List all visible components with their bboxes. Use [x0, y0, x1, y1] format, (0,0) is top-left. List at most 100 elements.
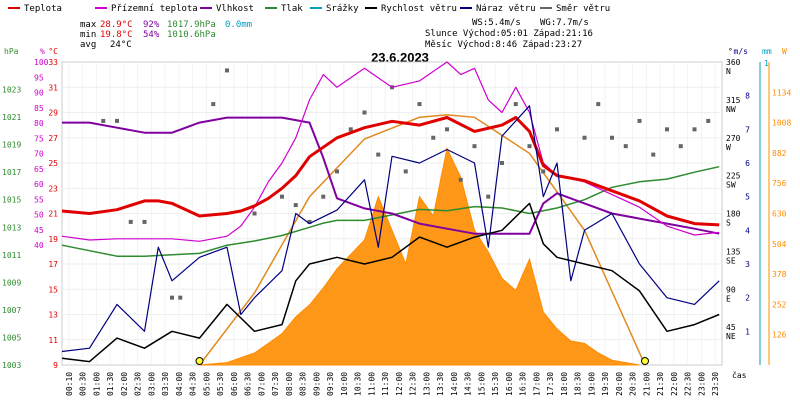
series-solar-area [199, 147, 640, 366]
axis-solar-tick: 126 [772, 331, 787, 340]
wind-direction-point [417, 102, 422, 107]
x-tick-label: 21:30 [656, 372, 665, 396]
wind-direction-point [307, 219, 312, 224]
axis-dir-compass: SE [726, 256, 736, 265]
legend-smer: Směr větru [556, 4, 610, 14]
axis-temp-tick: 13 [48, 311, 58, 320]
axis-solar-label: W [782, 47, 787, 56]
axis-temp-tick: 17 [48, 260, 58, 269]
x-tick-label: 12:30 [409, 372, 418, 396]
x-tick-label: 00:10 [65, 372, 74, 396]
wind-direction-point [582, 135, 587, 140]
wind-direction-point [362, 110, 367, 115]
wind-direction-point [596, 102, 601, 107]
wind-direction-point [692, 127, 697, 132]
wind-direction-point [678, 144, 683, 149]
axes: 1003100510071009101110131015101710191021… [2, 47, 791, 396]
wind-direction-point [513, 102, 518, 107]
wind-direction-point [211, 102, 216, 107]
axis-temp-tick: 19 [48, 235, 58, 244]
axis-press-tick: 1013 [2, 223, 21, 232]
axis-press-tick: 1011 [2, 251, 21, 260]
sun-event-marker [195, 357, 204, 365]
x-tick-label: 14:30 [464, 372, 473, 396]
x-tick-label: 05:00 [202, 372, 211, 396]
x-tick-label: 12:00 [395, 372, 404, 396]
x-tick-label: 05:30 [216, 372, 225, 396]
stats-max-hum: 92% [143, 20, 160, 30]
axis-press-tick: 1021 [2, 113, 21, 122]
moon-info: Měsíc Východ:8:46 Západ:23:27 [425, 40, 582, 50]
wind-direction-point [376, 152, 381, 157]
x-tick-label: 15:00 [477, 372, 486, 396]
axis-dir-compass: S [726, 219, 731, 228]
x-tick-label: 23:00 [697, 372, 706, 396]
axis-hum-tick: 65 [34, 165, 44, 174]
axis-press-tick: 1017 [2, 168, 21, 177]
axis-wind-tick: 7 [745, 125, 750, 134]
x-tick-label: 00:30 [79, 372, 88, 396]
series-wind-speed-line [61, 202, 720, 363]
axis-dir-tick: 180 [726, 210, 741, 219]
x-tick-label: 17:30 [546, 372, 555, 396]
x-tick-label: 09:00 [312, 372, 321, 396]
series-temperature-line [61, 116, 720, 227]
axis-dir-compass: NW [726, 105, 736, 114]
stats-avg-temp: 24°C [110, 40, 132, 50]
axis-temp-tick: 33 [48, 58, 58, 67]
axis-hum-tick: 50 [34, 211, 44, 220]
wind-direction-point [431, 135, 436, 140]
series-humidity-line [62, 116, 720, 235]
x-tick-label: 07:00 [257, 372, 266, 396]
wind-direction-point [115, 118, 119, 123]
legend-vlhkost: Vlhkost [216, 4, 254, 14]
wind-direction-point [252, 211, 257, 216]
wind-direction-point [527, 144, 532, 149]
stats-block: max 28.9°C 92% 1017.9hPa 0.0mm min 19.8°… [80, 20, 252, 50]
wind-direction-point [472, 144, 477, 149]
wind-info-block: WS:5.4m/s WG:7.7m/s Slunce Východ:05:01 … [425, 18, 593, 50]
x-tick-label: 19:30 [601, 372, 610, 396]
axis-solar-tick: 378 [772, 270, 787, 279]
axis-solar-tick: 882 [772, 149, 787, 158]
x-tick-label: 22:30 [684, 372, 693, 396]
x-tick-label: 03:00 [147, 372, 156, 396]
axis-dir-compass: N [726, 67, 731, 76]
legend-rychlost: Rychlost větru [381, 4, 457, 14]
x-tick-label: 09:30 [326, 372, 335, 396]
axis-temp-tick: 11 [48, 336, 58, 345]
axis-press-label: hPa [4, 47, 19, 56]
axis-dir-compass: SW [726, 181, 736, 190]
x-tick-label: 04:00 [175, 372, 184, 396]
x-tick-label: 11:00 [367, 372, 376, 396]
axis-temp-tick: 15 [48, 285, 58, 294]
axis-temp-label: °C [48, 47, 58, 56]
axis-dir-tick: 315 [726, 96, 741, 105]
axis-dir-tick: 270 [726, 134, 741, 143]
axis-dir-compass: NE [726, 332, 736, 341]
axis-hum-tick: 90 [34, 89, 44, 98]
axis-press-tick: 1007 [2, 306, 21, 315]
x-tick-label: 19:00 [587, 372, 596, 396]
axis-dir-tick: 135 [726, 247, 741, 256]
x-tick-label: 02:00 [120, 372, 129, 396]
stats-min-temp: 19.8°C [100, 30, 133, 40]
legend: Teplota Přízemní teplota Vlhkost Tlak Sr… [8, 4, 610, 14]
axis-wind-label: m/s [734, 47, 749, 56]
wind-gust-info: WG:7.7m/s [540, 18, 589, 28]
axis-press-tick: 1009 [2, 278, 21, 287]
wind-direction-point [610, 135, 614, 140]
axis-press-tick: 1015 [2, 196, 21, 205]
axis-solar-tick: 504 [772, 240, 787, 249]
axis-wind-tick: 6 [745, 159, 750, 168]
axis-press-tick: 1023 [2, 86, 21, 95]
axis-dir-tick: 90 [726, 285, 736, 294]
axis-temp-tick: 31 [48, 83, 58, 92]
plot-area [61, 61, 723, 366]
wind-direction-point [280, 194, 284, 199]
x-tick-label: 03:30 [161, 372, 170, 396]
wind-direction-point [637, 118, 642, 123]
x-tick-label: 16:30 [519, 372, 528, 396]
axis-dir-label: ° [728, 47, 733, 56]
